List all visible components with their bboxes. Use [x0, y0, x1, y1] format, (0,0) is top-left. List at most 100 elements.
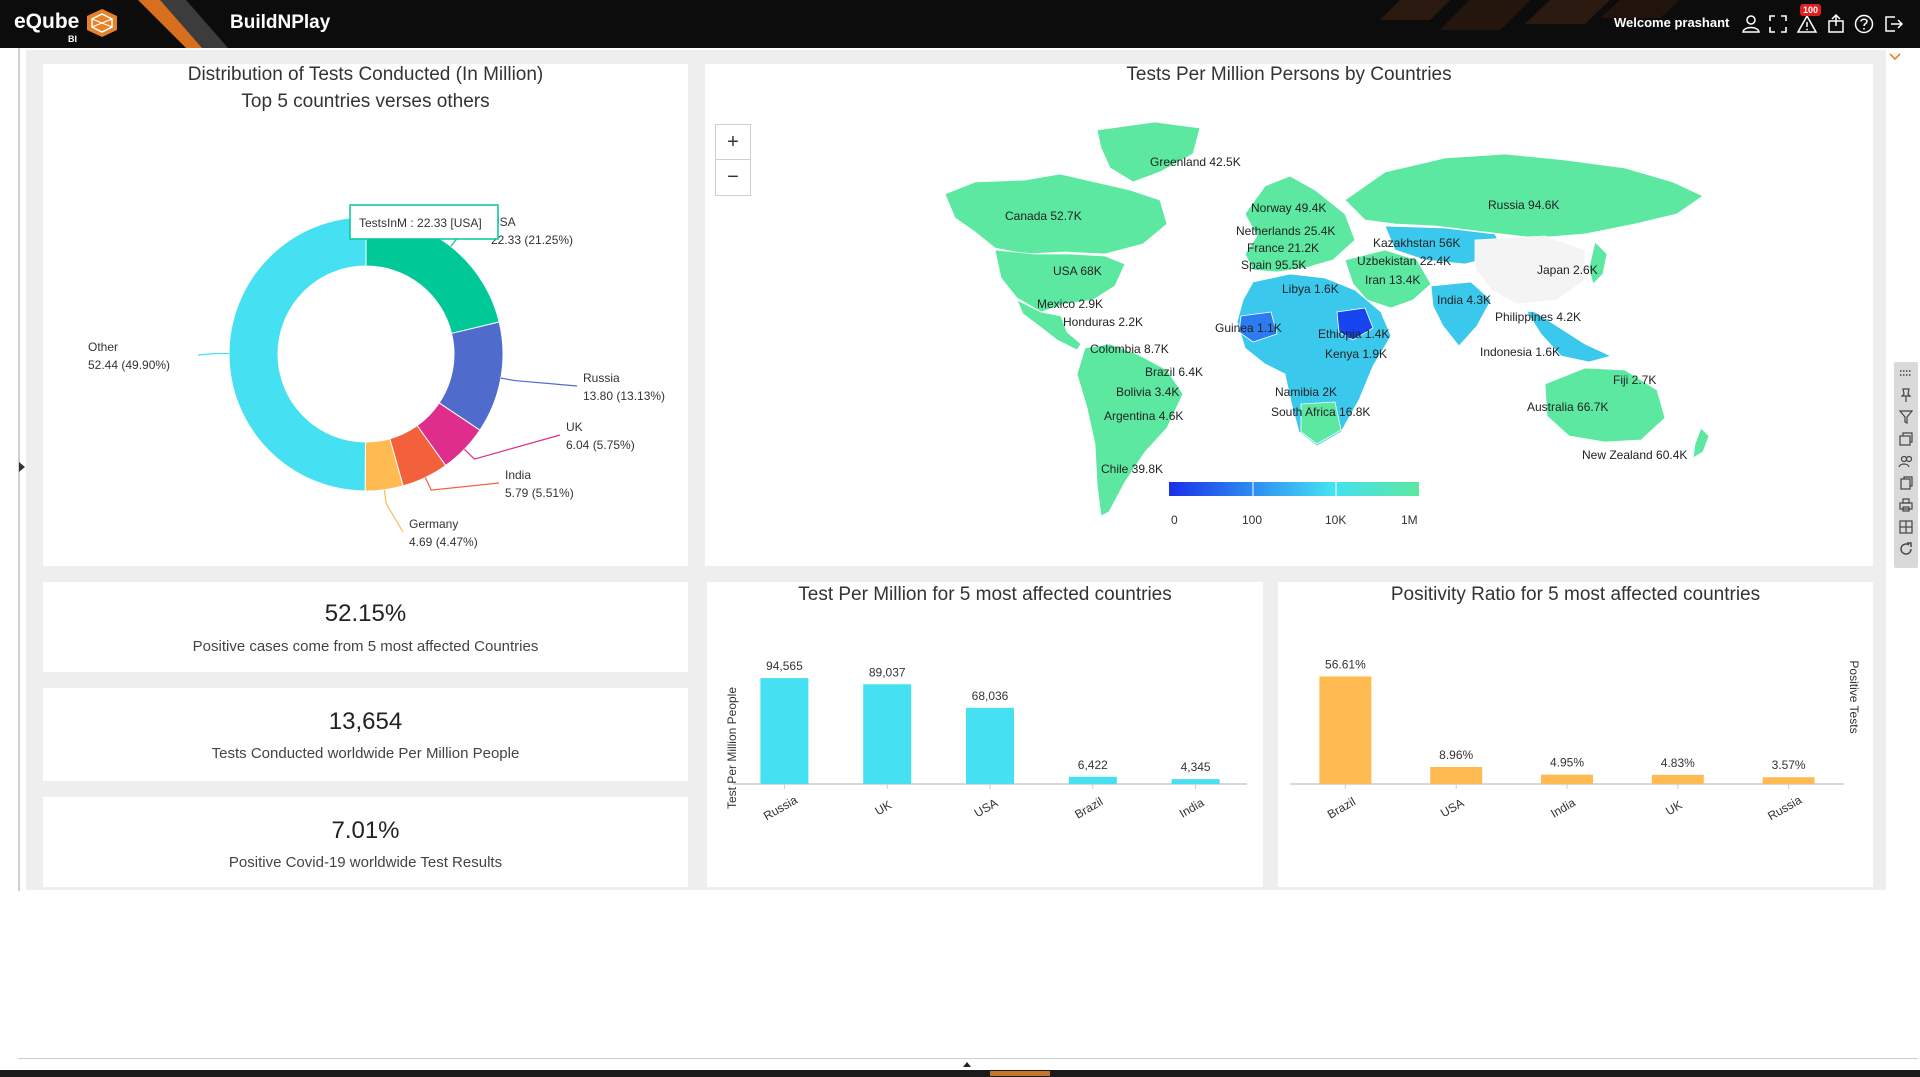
- donut-leader-line: [463, 434, 561, 460]
- map-country-label: Netherlands 25.4K: [1236, 224, 1335, 238]
- map-country-label: Namibia 2K: [1275, 385, 1337, 399]
- tests-per-million-panel: Test Per Million for 5 most affected cou…: [707, 582, 1263, 887]
- donut-title-line2: Top 5 countries verses others: [241, 91, 490, 112]
- map-country-label: Mexico 2.9K: [1037, 297, 1103, 311]
- donut-label-name: Other: [88, 340, 118, 354]
- bar-india[interactable]: [1541, 774, 1593, 784]
- bar-value-label: 56.61%: [1325, 657, 1366, 671]
- grid-icon[interactable]: [1894, 516, 1918, 538]
- zoom-in-button[interactable]: +: [716, 125, 750, 160]
- x-tick-label: UK: [872, 798, 893, 818]
- alert-icon[interactable]: [1796, 13, 1818, 35]
- map-country-label: Guinea 1.1K: [1215, 321, 1282, 335]
- grip-icon[interactable]: [1894, 362, 1918, 384]
- map-country-label: Kazakhstan 56K: [1373, 236, 1460, 250]
- fullscreen-icon[interactable]: [1767, 13, 1789, 35]
- donut-label-name: UK: [566, 420, 583, 434]
- header-texture-decoration: [1380, 0, 1680, 30]
- bottom-bar: [0, 1070, 1920, 1077]
- bar-uk[interactable]: [1651, 774, 1704, 784]
- bar-uk[interactable]: [863, 684, 912, 784]
- map-country-label: India 4.3K: [1437, 293, 1491, 307]
- bar-value-label: 3.57%: [1772, 758, 1806, 772]
- logout-icon[interactable]: [1882, 13, 1904, 35]
- donut-label-name: India: [505, 468, 531, 482]
- copy-icon[interactable]: [1894, 472, 1918, 494]
- donut-leader-line: [383, 489, 404, 533]
- bar-brazil[interactable]: [1068, 776, 1117, 784]
- map-country-label: Argentina 4.6K: [1104, 409, 1183, 423]
- notification-badge[interactable]: 100: [1800, 4, 1822, 16]
- donut-leader-line: [424, 477, 500, 491]
- map-region-greenland: [1096, 121, 1201, 183]
- filter-icon[interactable]: [1894, 406, 1918, 428]
- bottom-tab-indicator[interactable]: [990, 1071, 1050, 1076]
- logo-text: eQube: [14, 10, 80, 33]
- user-icon[interactable]: [1740, 13, 1762, 35]
- map-country-label: Ethiopia 1.4K: [1318, 327, 1389, 341]
- top-bar: eQube BI BuildNPlay Welcome prashant 100: [0, 0, 1920, 48]
- map-region-china: [1474, 235, 1586, 305]
- bar-value-label: 94,565: [766, 659, 803, 673]
- help-icon[interactable]: [1853, 13, 1875, 35]
- donut-label-name: Russia: [583, 371, 620, 385]
- map-region-se-asia: [1494, 307, 1613, 363]
- bar-brazil[interactable]: [1319, 676, 1372, 784]
- pin-icon[interactable]: [1894, 384, 1918, 406]
- bar-value-label: 8.96%: [1439, 748, 1473, 762]
- zoom-out-button[interactable]: −: [727, 166, 739, 188]
- bar-value-label: 89,037: [869, 665, 906, 679]
- kpi-value: 52.15%: [324, 600, 407, 627]
- map-country-label: France 21.2K: [1247, 241, 1319, 255]
- positivity-ratio-bar-chart[interactable]: 56.61% Brazil 8.96% USA 4.95% India 4.83% UK 3.5…: [1278, 582, 1873, 887]
- dashboard-canvas: Distribution of Tests Conducted (In Mill…: [26, 50, 1886, 890]
- bar-value-label: 4.83%: [1661, 756, 1695, 770]
- x-tick-label: Brazil: [1325, 794, 1358, 821]
- people-icon[interactable]: [1894, 450, 1918, 472]
- bar-usa[interactable]: [1430, 766, 1483, 784]
- map-country-label: Kenya 1.9K: [1325, 347, 1387, 361]
- bar-usa[interactable]: [966, 707, 1014, 784]
- kpi-card-positive-share: 52.15% Positive cases come from 5 most a…: [43, 582, 688, 672]
- expand-bottom-icon[interactable]: [963, 1062, 971, 1067]
- map-legend: 0 100 10K 1M: [1169, 482, 1419, 527]
- expand-left-icon[interactable]: [19, 462, 25, 472]
- map-country-label: Bolivia 3.4K: [1116, 385, 1179, 399]
- map-region-usa: [994, 249, 1126, 313]
- map-country-label: Chile 39.8K: [1101, 462, 1163, 476]
- bar-india[interactable]: [1171, 779, 1220, 784]
- tests-per-million-bar-chart[interactable]: 94,565 Russia 89,037 UK 68,036 USA 6,422 Brazil…: [707, 582, 1263, 887]
- map-panel: Tests Per Million Persons by Countries +…: [705, 64, 1873, 566]
- kpi-value: 7.01%: [331, 817, 400, 844]
- eqube-logo[interactable]: eQube BI: [14, 8, 126, 44]
- share-icon[interactable]: [1825, 13, 1847, 35]
- bottom-divider: [18, 1058, 1918, 1059]
- bar-value-label: 4,345: [1181, 760, 1211, 774]
- print-icon[interactable]: [1894, 494, 1918, 516]
- donut-leader-line: [197, 352, 230, 356]
- logo-subtext: BI: [68, 34, 77, 44]
- world-map[interactable]: Greenland 42.5K Canada 52.7K USA 68K Mexico…: [705, 64, 1873, 566]
- map-country-label: Philippines 4.2K: [1495, 310, 1581, 324]
- refresh-icon[interactable]: [1894, 538, 1918, 560]
- map-region-europe: [1244, 175, 1356, 273]
- kpi-card-positivity: 7.01% Positive Covid-19 worldwide Test R…: [43, 797, 688, 887]
- donut-label-value: 22.33 (21.25%): [491, 233, 573, 247]
- bar-russia[interactable]: [760, 678, 809, 784]
- collapse-chevron-icon[interactable]: [1888, 52, 1902, 62]
- cube-logo-icon: [87, 9, 117, 37]
- donut-slice-other[interactable]: [228, 216, 367, 492]
- map-country-label: Australia 66.7K: [1527, 400, 1608, 414]
- map-zoom-controls: + −: [715, 124, 751, 196]
- layers-icon[interactable]: [1894, 428, 1918, 450]
- map-legend-label: 10K: [1325, 513, 1346, 527]
- map-country-label: Spain 95.5K: [1241, 258, 1306, 272]
- map-title: Tests Per Million Persons by Countries: [1126, 64, 1452, 85]
- bar-russia[interactable]: [1762, 777, 1815, 784]
- map-country-label: Japan 2.6K: [1537, 263, 1598, 277]
- bar-value-label: 68,036: [972, 689, 1009, 703]
- x-tick-label: Russia: [761, 793, 800, 824]
- map-legend-bar: [1169, 482, 1419, 496]
- bar-chart-1-title: Test Per Million for 5 most affected cou…: [798, 584, 1172, 605]
